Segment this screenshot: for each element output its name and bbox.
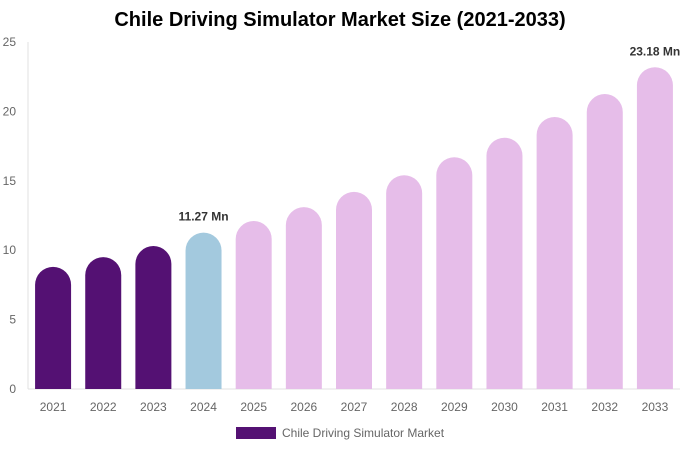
x-tick-label: 2027 xyxy=(341,400,368,414)
data-label-2024: 11.27 Mn xyxy=(179,210,229,224)
bar-2021 xyxy=(35,266,72,389)
y-tick-label: 10 xyxy=(3,243,17,257)
data-label-2033: 23.18 Mn xyxy=(630,44,680,58)
bar-2024 xyxy=(185,232,222,389)
y-tick-label: 20 xyxy=(3,104,17,118)
x-tick-label: 2029 xyxy=(441,400,468,414)
x-tick-label: 2021 xyxy=(40,400,67,414)
y-tick-label: 5 xyxy=(9,313,16,327)
legend: Chile Driving Simulator Market xyxy=(236,426,444,440)
y-tick-label: 25 xyxy=(3,35,17,49)
bar-2027 xyxy=(336,191,372,389)
x-tick-label: 2030 xyxy=(491,400,518,414)
x-tick-label: 2032 xyxy=(591,400,618,414)
x-tick-label: 2033 xyxy=(642,400,669,414)
x-tick-label: 2028 xyxy=(391,400,418,414)
bar-2032 xyxy=(586,94,623,390)
y-tick-label: 0 xyxy=(9,382,16,396)
legend-label: Chile Driving Simulator Market xyxy=(282,426,445,440)
bar-2033 xyxy=(636,67,673,389)
bar-2031 xyxy=(536,116,573,389)
bar-2029 xyxy=(436,157,473,389)
y-tick-label: 15 xyxy=(3,174,17,188)
x-tick-label: 2024 xyxy=(190,400,217,414)
bar-2022 xyxy=(85,257,122,389)
x-tick-label: 2026 xyxy=(290,400,317,414)
x-tick-label: 2025 xyxy=(240,400,267,414)
bar-2028 xyxy=(386,175,423,389)
bar-2026 xyxy=(285,207,322,389)
bar-2023 xyxy=(135,246,172,389)
bar-2025 xyxy=(235,221,272,389)
x-tick-label: 2022 xyxy=(90,400,117,414)
x-tick-label: 2031 xyxy=(541,400,568,414)
x-tick-label: 2023 xyxy=(140,400,167,414)
chart-title: Chile Driving Simulator Market Size (202… xyxy=(114,9,566,31)
bar-2030 xyxy=(486,137,523,389)
legend-swatch xyxy=(236,427,276,439)
